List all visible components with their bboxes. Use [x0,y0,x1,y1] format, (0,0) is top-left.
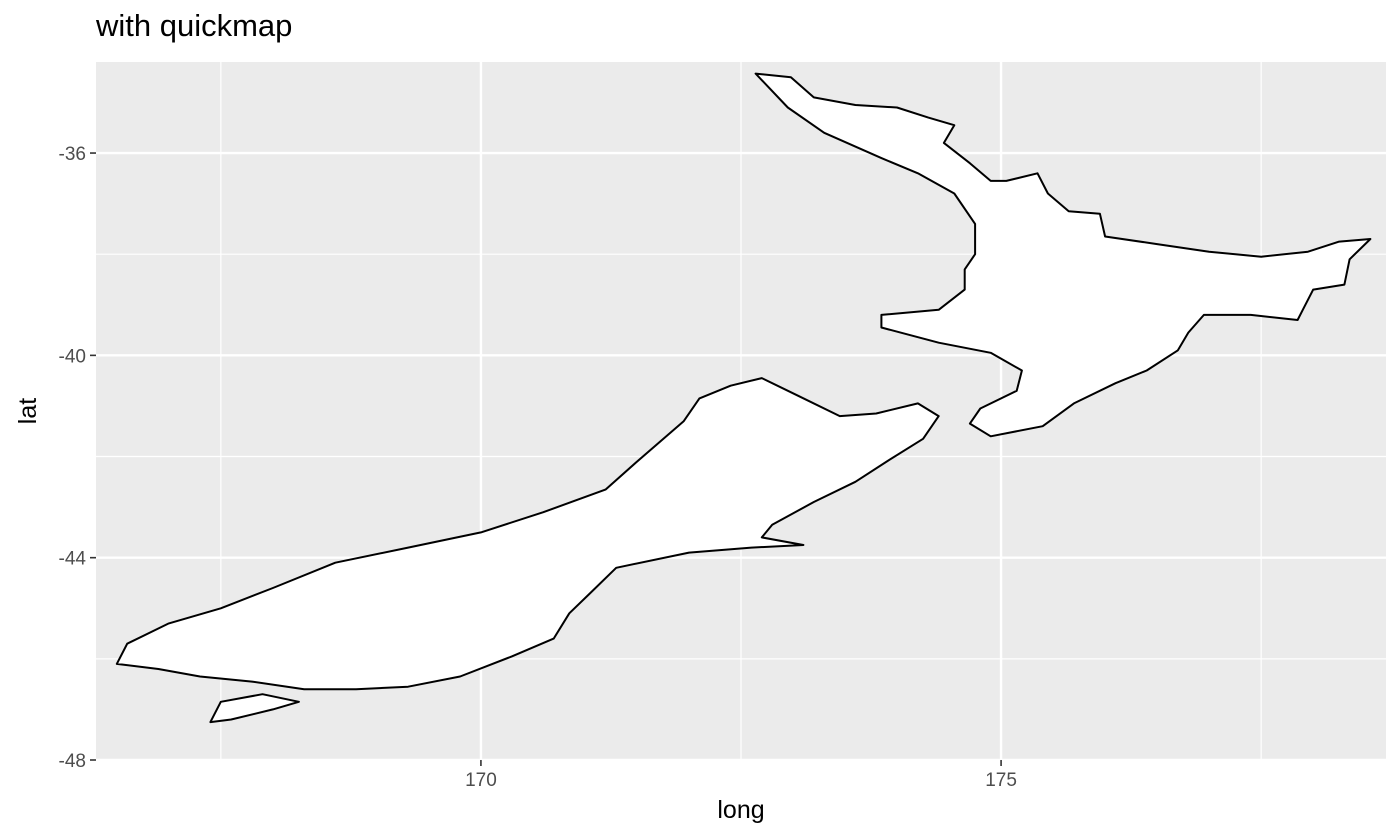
stewart-island [209,693,300,724]
x-axis-title: long [717,796,764,824]
north-island [754,72,1372,438]
y-axis-ticks: -36 -40 -44 -48 [59,144,96,772]
x-tick-label: 175 [985,770,1017,791]
y-tick-label: -48 [59,751,86,772]
x-axis-ticks: 170 175 [465,760,1017,791]
x-tick-label: 170 [465,770,497,791]
y-axis-title: lat [14,398,42,424]
south-island [115,377,940,691]
plot-title: with quickmap [96,8,293,43]
y-tick-label: -36 [59,144,86,165]
y-tick-label: -40 [59,346,86,367]
map-regions [115,72,1372,724]
y-tick-label: -44 [59,549,87,570]
